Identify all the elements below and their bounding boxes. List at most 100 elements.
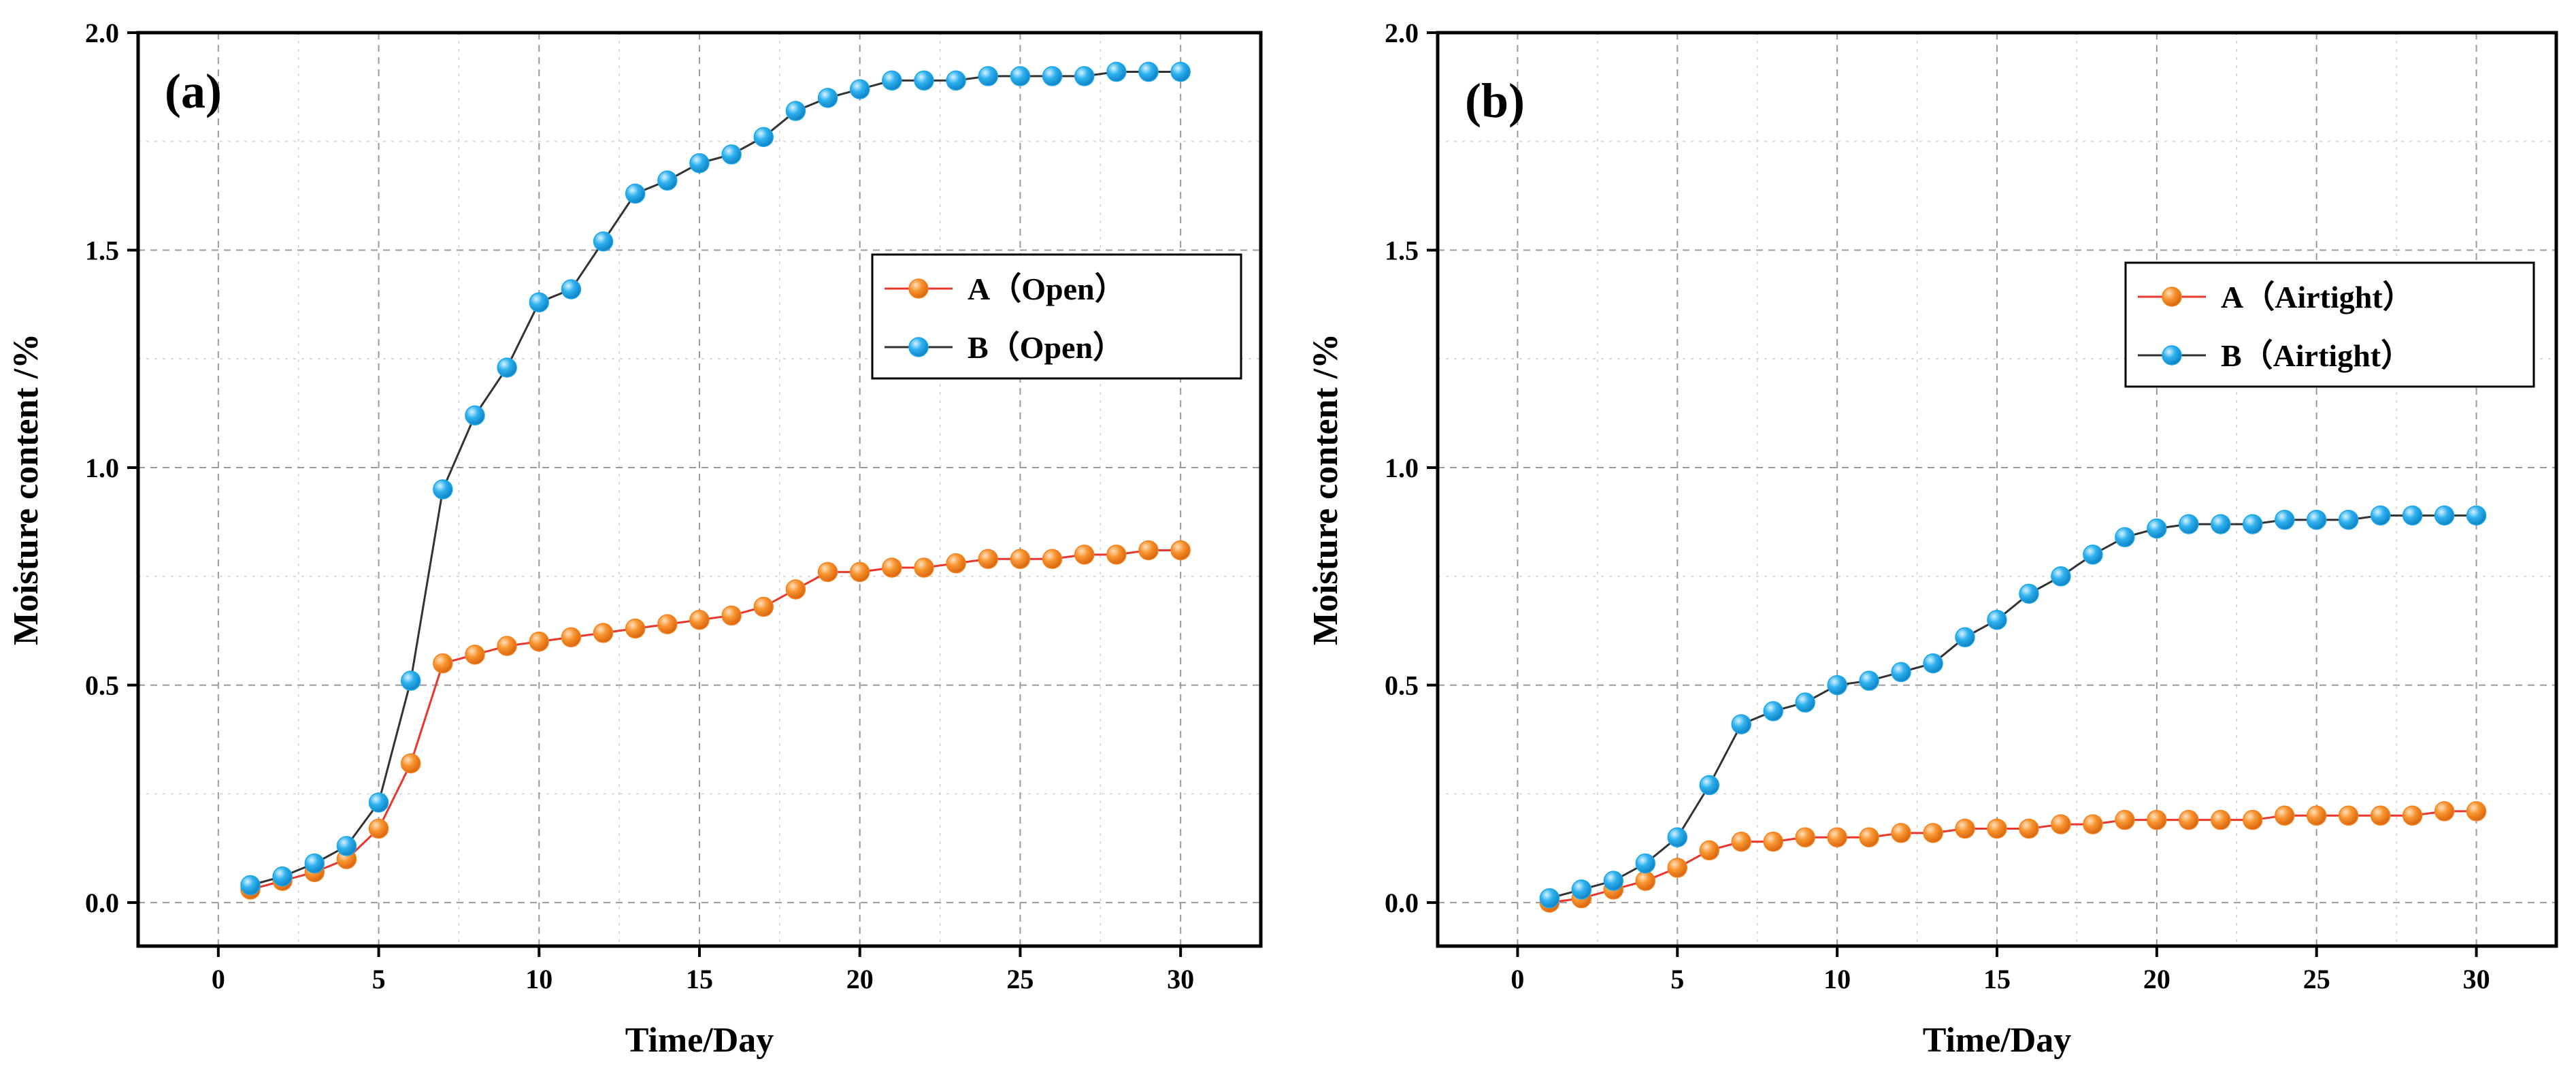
data-point — [1955, 818, 1975, 839]
data-point — [1859, 827, 1879, 847]
data-point — [2466, 505, 2487, 526]
data-point — [593, 623, 614, 643]
data-point — [1635, 871, 1656, 891]
x-tick-label: 5 — [1670, 964, 1684, 994]
y-tick-label: 0.5 — [1385, 670, 1419, 701]
data-point — [529, 631, 550, 652]
data-point — [240, 875, 261, 896]
y-tick-label: 0.0 — [1385, 888, 1419, 918]
chart-panel-a: 0 5 10 15 20 25 30 0.0 0.5 1.0 1.5 2.0 Time/Day Moist… — [7, 18, 1263, 1060]
data-point — [400, 670, 421, 691]
x-tick-label: 5 — [372, 964, 386, 994]
data-point — [1731, 831, 1751, 852]
y-axis-title: Moisture content /% — [7, 334, 46, 645]
data-point — [2274, 805, 2295, 826]
data-point — [1106, 545, 1127, 565]
x-tick-label: 0 — [212, 964, 225, 994]
legend-label: A（Airtight） — [2221, 280, 2414, 314]
data-point — [1106, 61, 1127, 82]
data-point — [1010, 66, 1031, 86]
data-point — [946, 70, 966, 91]
data-point — [1170, 540, 1191, 561]
x-tick-label: 10 — [525, 964, 552, 994]
data-point — [368, 792, 389, 813]
y-tick-label: 1.5 — [85, 235, 119, 266]
data-point — [2211, 514, 2231, 534]
data-point — [1763, 701, 1783, 721]
data-point — [1635, 853, 1656, 874]
data-point — [1795, 827, 1815, 847]
data-point — [1891, 662, 1911, 683]
data-point — [689, 152, 710, 174]
data-point — [753, 127, 774, 148]
data-point — [1923, 823, 1943, 843]
data-point — [1699, 775, 1720, 796]
data-point — [1539, 888, 1560, 909]
data-point — [2338, 805, 2359, 826]
data-point — [1010, 549, 1031, 569]
data-point — [1042, 549, 1063, 569]
data-point — [1571, 879, 1592, 900]
x-tick-label: 15 — [686, 964, 713, 994]
data-point — [1699, 840, 1720, 861]
legend-marker — [908, 278, 929, 299]
data-point — [785, 579, 806, 600]
data-point — [497, 357, 517, 378]
data-point — [2466, 801, 2487, 822]
series-line — [1549, 810, 2477, 904]
data-point — [914, 70, 934, 91]
data-point — [625, 618, 646, 639]
series-B — [240, 61, 1191, 896]
data-point — [2306, 805, 2327, 826]
data-point — [2370, 805, 2391, 826]
data-point — [1827, 827, 1847, 847]
legend-label: B（Open） — [968, 330, 1124, 365]
series-line — [250, 549, 1181, 891]
data-point — [1731, 714, 1751, 734]
x-axis-title: Time/Day — [1923, 1021, 2072, 1060]
data-point — [2338, 509, 2359, 530]
legend-marker — [2162, 345, 2182, 366]
data-point — [1138, 61, 1159, 82]
x-axis-title: Time/Day — [625, 1021, 774, 1060]
grid — [1438, 32, 2556, 946]
data-point — [2243, 514, 2263, 534]
series-A — [1539, 801, 2487, 913]
data-point — [593, 231, 614, 252]
data-point — [2179, 809, 2199, 830]
legend-label: B（Airtight） — [2221, 338, 2412, 373]
panel-label: (a) — [165, 64, 222, 118]
data-point — [1170, 61, 1191, 82]
data-point — [2147, 809, 2167, 830]
data-point — [1603, 871, 1624, 891]
data-point — [2083, 545, 2103, 565]
x-tick-label: 0 — [1510, 964, 1524, 994]
data-point — [2147, 518, 2167, 539]
data-point — [465, 645, 485, 665]
data-point — [753, 596, 774, 617]
data-point — [1042, 66, 1063, 86]
data-point — [1667, 858, 1688, 878]
data-point — [1859, 670, 1879, 691]
data-point — [2115, 809, 2135, 830]
panel-label: (b) — [1465, 74, 1525, 128]
series-B — [1539, 505, 2487, 909]
data-point — [849, 562, 870, 583]
y-tick-label: 0.0 — [85, 888, 119, 918]
data-point — [1074, 545, 1095, 565]
x-tick-label: 10 — [1823, 964, 1851, 994]
data-point — [2434, 801, 2455, 822]
x-tick-label: 20 — [2143, 964, 2170, 994]
data-point — [2434, 505, 2455, 526]
data-point — [817, 562, 838, 583]
x-tick-label: 25 — [1006, 964, 1034, 994]
data-point — [721, 605, 742, 626]
series-A — [240, 540, 1191, 900]
data-point — [1667, 827, 1688, 847]
data-point — [2115, 527, 2135, 548]
legend-marker — [908, 337, 929, 357]
x-tick-label: 15 — [1983, 964, 2011, 994]
series-line — [250, 71, 1181, 886]
data-point — [2306, 509, 2327, 530]
data-point — [657, 170, 678, 191]
